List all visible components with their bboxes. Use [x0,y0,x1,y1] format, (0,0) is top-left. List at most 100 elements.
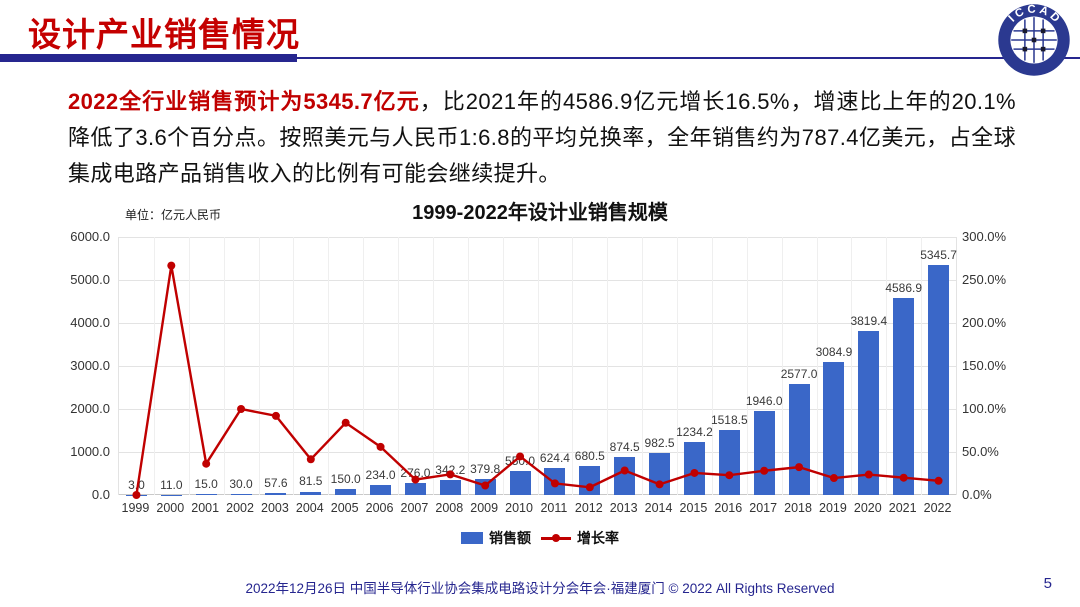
bar-2019 [823,362,845,495]
growth-marker [899,473,908,482]
gridline [572,237,574,495]
gridline [537,237,539,495]
bar-2022 [928,265,950,495]
right-axis-tick: 50.0% [962,444,999,459]
right-axis-tick: 300.0% [962,229,1007,244]
chart: 1999-2022年设计业销售规模 单位：亿元人民币 3.0 11.0 15.0 30… [60,196,1020,560]
growth-marker [237,405,246,413]
bar-value-label: 2577.0 [780,367,818,382]
bar-value-label: 3084.9 [815,345,853,360]
bar-value-label: 982.5 [644,435,675,450]
x-axis-tick: 1999 [121,501,150,515]
x-axis-tick: 2003 [261,501,289,515]
bar-2001 [195,494,217,495]
growth-marker [864,470,873,479]
left-axis-tick: 3000.0 [70,358,110,373]
bar-2016 [718,429,740,495]
growth-marker [550,479,559,488]
growth-marker [411,475,420,484]
bar-2005 [335,488,357,495]
left-axis-tick: 5000.0 [70,272,110,287]
gridline [293,237,295,495]
bar-2017 [753,411,775,495]
bar-value-label: 5345.7 [920,248,957,263]
bar-2013 [614,457,636,495]
x-axis-tick: 2011 [540,501,568,515]
growth-marker [690,468,699,477]
growth-marker [760,466,769,475]
legend-sales-label: 销售额 [489,530,531,546]
left-axis-tick: 4000.0 [70,315,110,330]
right-axis-tick: 100.0% [962,401,1007,416]
gridline [502,237,504,495]
bar-value-label: 4586.9 [885,280,923,295]
x-axis-tick: 2021 [888,501,917,515]
growth-marker [167,261,176,270]
x-axis-tick: 2018 [784,501,812,515]
gridline [711,237,713,495]
right-axis-tick: 250.0% [962,272,1007,287]
chart-title: 1999-2022年设计业销售规模 [412,202,668,224]
bar-value-label: 150.0 [330,471,361,486]
growth-marker [655,480,664,489]
bar-2015 [683,441,705,495]
x-axis-tick: 2001 [191,501,220,515]
x-axis-tick: 2006 [365,501,394,515]
gridline [677,237,678,495]
growth-marker [934,476,943,485]
bar-2006 [370,484,392,495]
gridline [851,237,853,495]
gridline [153,237,155,495]
bar-2020 [858,330,880,495]
growth-marker [271,411,280,420]
x-axis-tick: 2000 [156,501,185,515]
left-axis-tick: 2000.0 [70,401,110,416]
bar-value-label: 81.5 [299,474,323,489]
x-axis-tick: 2010 [505,501,533,515]
gridline [398,237,399,495]
bar-value-label: 30.0 [229,476,253,491]
growth-line-icon [541,532,571,544]
growth-marker [341,418,350,427]
summary-highlight: 2022全行业销售预计为5345.7亿元 [68,89,420,114]
bar-2008 [439,480,461,495]
x-axis-tick: 2002 [226,501,254,515]
bar-value-label: 680.5 [574,448,605,463]
gridline [921,237,923,495]
growth-marker [202,459,211,468]
bar-2004 [300,491,322,495]
bar-value-label: 550.0 [505,454,536,469]
page-number: 5 [1043,575,1052,592]
bar-value-label: 624.4 [539,451,570,466]
gridline [781,237,783,495]
growth-marker [585,483,594,492]
gridline [607,237,609,495]
x-axis-tick: 2020 [853,501,882,515]
gridline [258,237,260,495]
x-axis-tick: 2015 [679,501,708,515]
bar-value-label: 379.8 [470,461,501,476]
chart-plot-area: 3.0 11.0 15.0 30.0 57.6 81.5 150.0 234.0 276.0 34… [118,236,957,499]
growth-marker [829,474,838,483]
page-title: 设计产业销售情况 [28,16,300,53]
growth-marker [306,455,315,464]
gridline [642,237,644,495]
x-axis-tick: 2004 [295,501,324,515]
x-axis-tick: 2014 [644,501,673,515]
gridline [363,237,365,495]
x-axis-tick: 2013 [609,501,638,515]
gridline [467,237,469,495]
growth-rate-line [132,261,943,499]
right-axis-tick: 0.0% [962,487,992,502]
growth-marker [376,442,385,451]
bar-value-label: 3819.4 [850,313,888,328]
bar-value-label: 1518.5 [710,412,748,427]
right-axis-tick: 200.0% [962,315,1007,330]
bar-value-label: 234.0 [365,467,396,482]
growth-marker [795,463,804,472]
bar-value-label: 874.5 [609,440,640,455]
growth-marker [620,466,629,475]
gridline [816,237,818,495]
left-axis-tick: 1000.0 [70,444,110,459]
